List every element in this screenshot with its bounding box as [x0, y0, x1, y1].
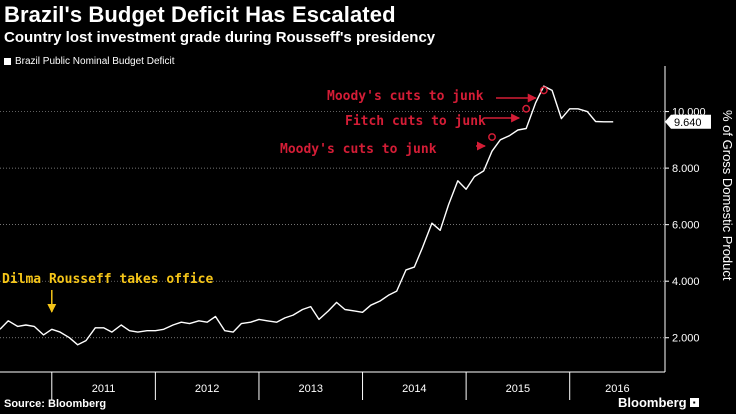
series-line [0, 85, 614, 346]
annotations: Moody's cuts to junk Fitch cuts to junk Mo… [2, 89, 537, 313]
event-marker [539, 86, 548, 95]
y-tick-label: 2.000 [672, 333, 700, 345]
x-tick-label: 2014 [402, 383, 426, 395]
x-tick-label: 2016 [605, 383, 629, 395]
legend-swatch [4, 58, 11, 65]
y-tick-label: 6.000 [672, 220, 700, 232]
brand-square-icon: ▪ [689, 398, 699, 407]
brand-logo: Bloomberg ▪ [618, 395, 699, 410]
y-tick-label: 8.000 [672, 163, 700, 175]
last-value-flag [665, 114, 711, 129]
markers [488, 86, 548, 141]
legend: Brazil Public Nominal Budget Deficit [4, 56, 175, 67]
y-axis-label: % of Gross Domestic Product [720, 110, 735, 281]
x-tick-label: 2012 [195, 383, 219, 395]
x-tick-label: 2013 [299, 383, 323, 395]
event-marker [522, 104, 531, 113]
source-note: Source: Bloomberg [4, 398, 107, 410]
chart-subtitle: Country lost investment grade during Rou… [4, 29, 436, 46]
x-tick-label: 2015 [506, 383, 530, 395]
chart-title: Brazil's Budget Deficit Has Escalated [4, 2, 396, 27]
annotation-label: Moody's cuts to junk [280, 142, 437, 157]
x-tick-label: 2011 [92, 383, 116, 395]
annotation-label: Fitch cuts to junk [345, 114, 486, 129]
last-value-label: 9.640 [674, 117, 702, 129]
legend-label: Brazil Public Nominal Budget Deficit [15, 56, 175, 67]
annotation-label: Moody's cuts to junk [327, 89, 484, 104]
series-lines [0, 85, 614, 346]
annotation-label: Dilma Rousseff takes office [2, 272, 213, 287]
event-marker [488, 133, 496, 141]
brand-name: Bloomberg [618, 395, 687, 410]
y-tick-label: 4.000 [672, 276, 700, 288]
